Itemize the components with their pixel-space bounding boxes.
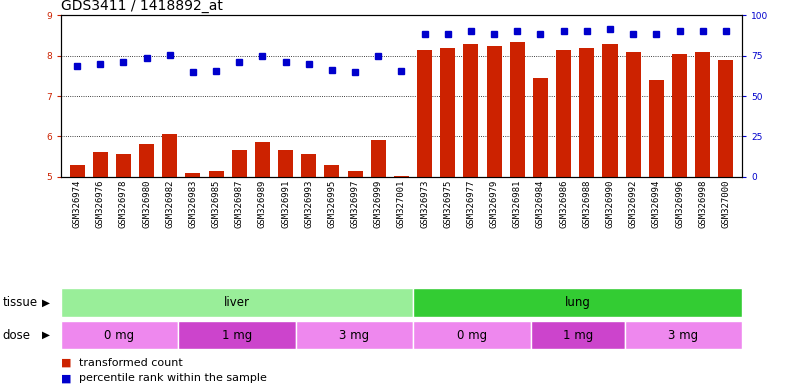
Text: 1 mg: 1 mg xyxy=(563,329,593,341)
Text: GDS3411 / 1418892_at: GDS3411 / 1418892_at xyxy=(61,0,223,13)
Text: tissue: tissue xyxy=(2,296,37,309)
Text: 3 mg: 3 mg xyxy=(668,329,698,341)
Bar xyxy=(162,134,178,177)
Text: 3 mg: 3 mg xyxy=(339,329,370,341)
Text: GSM326974: GSM326974 xyxy=(72,180,82,228)
Bar xyxy=(394,176,409,177)
Text: GSM326997: GSM326997 xyxy=(350,180,359,228)
Text: percentile rank within the sample: percentile rank within the sample xyxy=(79,373,267,383)
Text: GSM326988: GSM326988 xyxy=(582,180,591,228)
Bar xyxy=(487,46,502,177)
Bar xyxy=(530,321,624,349)
Bar xyxy=(116,154,131,177)
Bar xyxy=(208,170,224,177)
Bar xyxy=(417,50,432,177)
Bar xyxy=(624,321,742,349)
Text: GSM326996: GSM326996 xyxy=(675,180,684,228)
Bar xyxy=(232,151,247,177)
Text: GSM326999: GSM326999 xyxy=(374,180,383,228)
Bar xyxy=(603,43,617,177)
Text: 0 mg: 0 mg xyxy=(457,329,487,341)
Bar xyxy=(296,321,413,349)
Text: GSM326994: GSM326994 xyxy=(652,180,661,228)
Bar xyxy=(371,140,386,177)
Bar xyxy=(625,52,641,177)
Bar xyxy=(719,60,733,177)
Text: 1 mg: 1 mg xyxy=(222,329,252,341)
Bar xyxy=(413,321,530,349)
Text: GSM326978: GSM326978 xyxy=(119,180,128,228)
Bar xyxy=(324,164,340,177)
Bar xyxy=(186,173,200,177)
Text: GSM326989: GSM326989 xyxy=(258,180,267,228)
Bar xyxy=(533,78,548,177)
Bar xyxy=(70,164,84,177)
Text: GSM326987: GSM326987 xyxy=(234,180,244,228)
Bar xyxy=(61,321,178,349)
Text: GSM326993: GSM326993 xyxy=(304,180,313,228)
Text: GSM326986: GSM326986 xyxy=(559,180,569,228)
Text: GSM326975: GSM326975 xyxy=(444,180,453,228)
Bar xyxy=(61,288,413,317)
Text: GSM326979: GSM326979 xyxy=(490,180,499,228)
Bar xyxy=(556,50,571,177)
Text: GSM326990: GSM326990 xyxy=(606,180,615,228)
Text: GSM326976: GSM326976 xyxy=(96,180,105,228)
Text: GSM326991: GSM326991 xyxy=(281,180,290,228)
Text: ▶: ▶ xyxy=(42,330,50,340)
Bar xyxy=(463,43,478,177)
Text: GSM326984: GSM326984 xyxy=(536,180,545,228)
Bar xyxy=(695,52,710,177)
Text: ▶: ▶ xyxy=(42,297,50,308)
Text: GSM326985: GSM326985 xyxy=(212,180,221,228)
Text: GSM326981: GSM326981 xyxy=(513,180,521,228)
Bar xyxy=(672,54,687,177)
Text: ■: ■ xyxy=(61,373,71,383)
Bar xyxy=(649,80,664,177)
Text: GSM327001: GSM327001 xyxy=(397,180,406,228)
Bar xyxy=(579,48,594,177)
Bar xyxy=(178,321,296,349)
Text: GSM326980: GSM326980 xyxy=(142,180,151,228)
Text: GSM326982: GSM326982 xyxy=(165,180,174,228)
Bar xyxy=(348,170,363,177)
Text: GSM326977: GSM326977 xyxy=(466,180,475,228)
Text: 0 mg: 0 mg xyxy=(105,329,135,341)
Text: transformed count: transformed count xyxy=(79,358,182,368)
Bar xyxy=(92,152,108,177)
Text: GSM326983: GSM326983 xyxy=(188,180,197,228)
Text: liver: liver xyxy=(224,296,250,309)
Bar xyxy=(440,48,455,177)
Bar xyxy=(510,41,525,177)
Text: GSM326995: GSM326995 xyxy=(328,180,337,228)
Text: lung: lung xyxy=(564,296,590,309)
Bar xyxy=(278,151,293,177)
Bar xyxy=(413,288,742,317)
Text: GSM326973: GSM326973 xyxy=(420,180,429,228)
Bar xyxy=(301,154,316,177)
Text: GSM327000: GSM327000 xyxy=(721,180,731,228)
Text: GSM326992: GSM326992 xyxy=(629,180,637,228)
Text: GSM326998: GSM326998 xyxy=(698,180,707,228)
Text: ■: ■ xyxy=(61,358,71,368)
Text: dose: dose xyxy=(2,329,31,341)
Bar xyxy=(255,142,270,177)
Bar xyxy=(139,144,154,177)
